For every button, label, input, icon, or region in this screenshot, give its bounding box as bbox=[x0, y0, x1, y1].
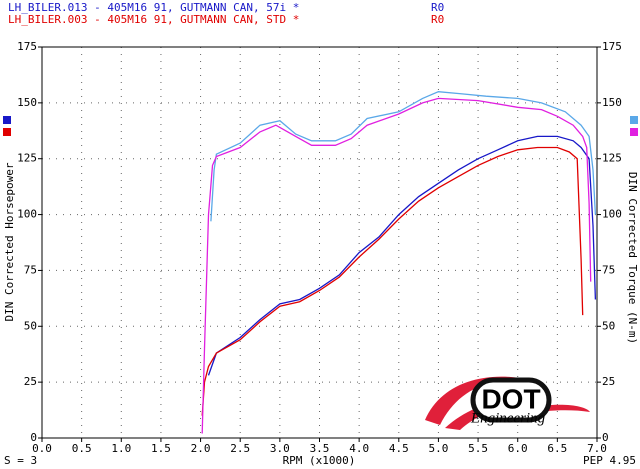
y-tick-label: 100 bbox=[17, 208, 37, 221]
x-tick-label: 5.5 bbox=[468, 442, 488, 455]
run-label: R0 bbox=[431, 13, 444, 26]
series-line bbox=[207, 135, 597, 376]
legend-swatch bbox=[630, 116, 638, 124]
y2-tick-label: 175 bbox=[602, 40, 622, 53]
y-tick-label: 175 bbox=[17, 40, 37, 53]
y-axis-label: DIN Corrected Horsepower bbox=[3, 162, 16, 321]
y2-tick-label: 0 bbox=[602, 431, 609, 444]
y-tick-label: 50 bbox=[24, 319, 37, 332]
footer-left: S = 3 bbox=[4, 454, 37, 467]
series-line bbox=[201, 97, 592, 434]
x-tick-label: 3.0 bbox=[270, 442, 290, 455]
y2-tick-label: 150 bbox=[602, 96, 622, 109]
x-tick-label: 0.0 bbox=[32, 442, 52, 455]
logo-swoosh bbox=[445, 400, 530, 430]
x-tick-label: 6.0 bbox=[508, 442, 528, 455]
x-axis-label: RPM (x1000) bbox=[283, 454, 356, 467]
y-tick-label: 75 bbox=[24, 263, 37, 276]
y-tick-label: 125 bbox=[17, 152, 37, 165]
x-tick-label: 4.5 bbox=[389, 442, 409, 455]
x-tick-label: 3.5 bbox=[310, 442, 330, 455]
logo-swoosh bbox=[425, 376, 520, 425]
x-tick-label: 2.5 bbox=[230, 442, 250, 455]
y2-tick-label: 50 bbox=[602, 319, 615, 332]
series-line bbox=[201, 146, 584, 416]
logo: DOT Engineering bbox=[425, 376, 590, 430]
x-tick-label: 0.5 bbox=[72, 442, 92, 455]
y2-tick-label: 25 bbox=[602, 375, 615, 388]
x-tick-label: 7.0 bbox=[587, 442, 607, 455]
x-tick-label: 1.0 bbox=[111, 442, 131, 455]
y2-axis-label: DIN Corrected Torque (N-m) bbox=[626, 172, 639, 344]
legend-entry: LH_BILER.003 - 405M16 91, GUTMANN CAN, S… bbox=[8, 13, 299, 26]
y2-tick-label: 100 bbox=[602, 208, 622, 221]
x-tick-label: 5.0 bbox=[428, 442, 448, 455]
y-tick-label: 25 bbox=[24, 375, 37, 388]
logo-oval bbox=[470, 377, 552, 423]
plot-frame bbox=[41, 46, 598, 439]
legend-swatch bbox=[630, 128, 638, 136]
y2-tick-label: 75 bbox=[602, 263, 615, 276]
legend-swatch bbox=[3, 116, 11, 124]
y-tick-label: 0 bbox=[30, 431, 37, 444]
x-tick-label: 2.0 bbox=[191, 442, 211, 455]
y-tick-label: 150 bbox=[17, 96, 37, 109]
legend-entry: LH_BILER.013 - 405M16 91, GUTMANN CAN, 5… bbox=[8, 1, 299, 14]
x-tick-label: 4.0 bbox=[349, 442, 369, 455]
legend-swatch bbox=[3, 128, 11, 136]
x-tick-label: 6.5 bbox=[547, 442, 567, 455]
logo-subtitle: Engineering bbox=[470, 410, 546, 426]
y2-tick-label: 125 bbox=[602, 152, 622, 165]
footer-right: PEP 4.95 bbox=[583, 454, 636, 467]
series-line bbox=[210, 91, 597, 222]
x-tick-label: 1.5 bbox=[151, 442, 171, 455]
run-label: R0 bbox=[431, 1, 444, 14]
logo-text: DOT bbox=[481, 383, 540, 414]
